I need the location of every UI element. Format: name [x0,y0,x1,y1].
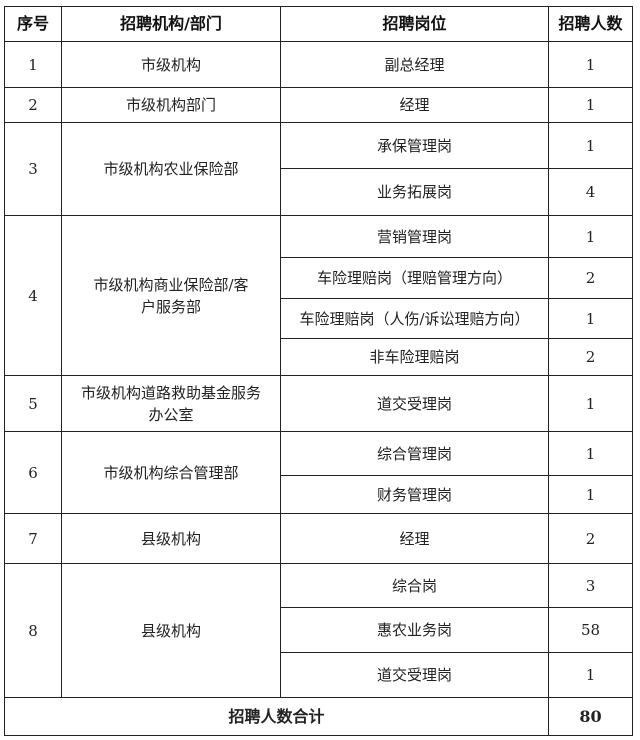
count-cell: 1 [548,475,633,514]
table-row: 8 县级机构 综合岗 3 [4,563,633,698]
table-row: 3 市级机构农业保险部 承保管理岗 1 [4,122,633,216]
table-row: 7 县级机构 经理 2 [4,513,633,564]
count-cell: 4 [548,168,633,216]
table-row: 6 市级机构综合管理部 综合管理岗 1 [4,431,633,514]
org-cell: 县级机构 [61,563,281,698]
position-cell: 惠农业务岗 [280,607,549,653]
position-cell: 车险理赔岗（理赔管理方向） [280,257,549,299]
table-row: 车险理赔岗（理赔管理方向） 2 [5,257,633,299]
count-cell: 1 [548,375,633,432]
recruitment-table: 序号 招聘机构/部门 招聘岗位 招聘人数 1 市级机构 副总经理 1 2 市级机构部门 经理… [4,6,633,736]
position-cell: 承保管理岗 [280,122,549,169]
org-cell: 市级机构道路救助基金服务办公室 [61,375,281,432]
table-row: 道交受理岗 1 [5,652,633,698]
org-text: 市级机构部门 [125,96,216,114]
table-row: 业务拓展岗 4 [5,168,633,216]
org-text: 市级机构综合管理部 [103,463,239,482]
total-label: 招聘人数合计 [4,697,549,736]
table-row: 财务管理岗 1 [5,475,633,514]
header-org: 招聘机构/部门 [61,6,281,42]
org-text: 市级机构商业保险部/客户服务部 [93,275,249,316]
position-cell: 营销管理岗 [280,215,549,258]
count-cell: 1 [548,122,633,169]
org-cell: 市级机构综合管理部 [61,431,281,514]
seq-cell: 3 [4,122,62,216]
count-cell: 1 [548,431,633,476]
org-text: 市级机构 [140,55,201,74]
seq-cell: 5 [4,375,62,432]
count-cell: 2 [548,513,633,564]
table-row: 5 市级机构道路救助基金服务办公室 道交受理岗 1 [4,375,633,432]
position-cell: 非车险理赔岗 [280,338,549,376]
total-count: 80 [548,697,633,736]
count-cell: 1 [548,215,633,258]
org-cell: 市级机构农业保险部 [61,122,281,216]
position-cell: 综合管理岗 [280,431,549,476]
position-cell: 经理 [280,87,549,123]
position-cell: 道交受理岗 [280,652,549,698]
header-count: 招聘人数 [548,6,633,42]
count-cell: 3 [548,563,633,608]
seq-cell: 4 [4,215,62,376]
count-cell: 1 [548,87,633,123]
header-seq: 序号 [4,6,62,42]
seq-cell: 1 [4,41,62,88]
table-row: 车险理赔岗（人伤/诉讼理赔方向） 1 [5,298,633,339]
count-cell: 1 [548,298,633,339]
total-row: 招聘人数合计 80 [4,697,633,736]
org-text: 县级机构 [140,529,201,548]
org-cell: 市级机构 [61,41,281,88]
seq-cell: 7 [4,513,62,564]
table-row: 4 市级机构商业保险部/客户服务部 营销管理岗 1 [4,215,633,376]
org-text: 市级机构道路救助基金服务办公室 [81,383,262,424]
seq-cell: 6 [4,431,62,514]
org-text: 县级机构 [140,621,201,640]
position-cell: 车险理赔岗（人伤/诉讼理赔方向） [280,298,549,339]
position-cell: 道交受理岗 [280,375,549,432]
count-cell: 2 [548,257,633,299]
count-cell: 2 [548,338,633,376]
seq-cell: 8 [4,563,62,698]
org-cell: 市级机构商业保险部/客户服务部 [61,215,281,376]
org-cell: 市级机构部门 [61,87,281,123]
position-cell: 综合岗 [280,563,549,608]
table-row: 1 市级机构 副总经理 1 [4,41,633,88]
org-cell: 县级机构 [61,513,281,564]
header-position: 招聘岗位 [280,6,549,42]
count-cell: 1 [548,41,633,88]
seq-cell: 2 [4,87,62,123]
count-cell: 1 [548,652,633,698]
position-cell: 财务管理岗 [280,475,549,514]
position-cell: 经理 [280,513,549,564]
table-row: 2 市级机构部门 经理 1 [4,87,633,123]
org-text: 市级机构农业保险部 [103,160,239,178]
position-cell: 副总经理 [280,41,549,88]
count-cell: 58 [548,607,633,653]
header-row: 序号 招聘机构/部门 招聘岗位 招聘人数 [4,6,633,42]
position-cell: 业务拓展岗 [280,168,549,216]
